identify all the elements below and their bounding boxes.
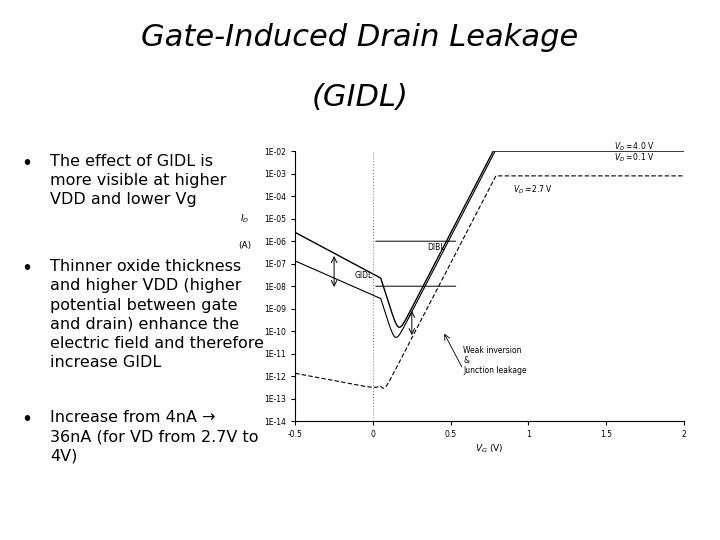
Text: •: • xyxy=(22,259,32,278)
Text: GIDL: GIDL xyxy=(354,271,372,280)
Text: Thinner oxide thickness
and higher VDD (higher
potential between gate
and drain): Thinner oxide thickness and higher VDD (… xyxy=(50,259,264,370)
X-axis label: $V_G\ \mathrm{(V)}$: $V_G\ \mathrm{(V)}$ xyxy=(475,442,504,455)
Text: Weak inversion
&
Junction leakage: Weak inversion & Junction leakage xyxy=(463,346,527,375)
Text: •: • xyxy=(22,154,32,173)
Text: •: • xyxy=(22,410,32,429)
Text: DIBL: DIBL xyxy=(428,244,445,253)
Text: Increase from 4nA →
36nA (for VD from 2.7V to
4V): Increase from 4nA → 36nA (for VD from 2.… xyxy=(50,410,259,464)
Text: (GIDL): (GIDL) xyxy=(312,83,408,112)
Text: $V_D=4.0\ \mathrm{V}$: $V_D=4.0\ \mathrm{V}$ xyxy=(614,141,654,153)
Text: $V_D=0.1\ \mathrm{V}$: $V_D=0.1\ \mathrm{V}$ xyxy=(614,152,654,164)
Text: $V_D=2.7\ \mathrm{V}$: $V_D=2.7\ \mathrm{V}$ xyxy=(513,183,553,195)
Text: The effect of GIDL is
more visible at higher
VDD and lower Vg: The effect of GIDL is more visible at hi… xyxy=(50,154,227,207)
Text: $I_D$: $I_D$ xyxy=(240,212,249,225)
Text: Gate-Induced Drain Leakage: Gate-Induced Drain Leakage xyxy=(141,23,579,52)
Text: (A): (A) xyxy=(238,241,251,250)
